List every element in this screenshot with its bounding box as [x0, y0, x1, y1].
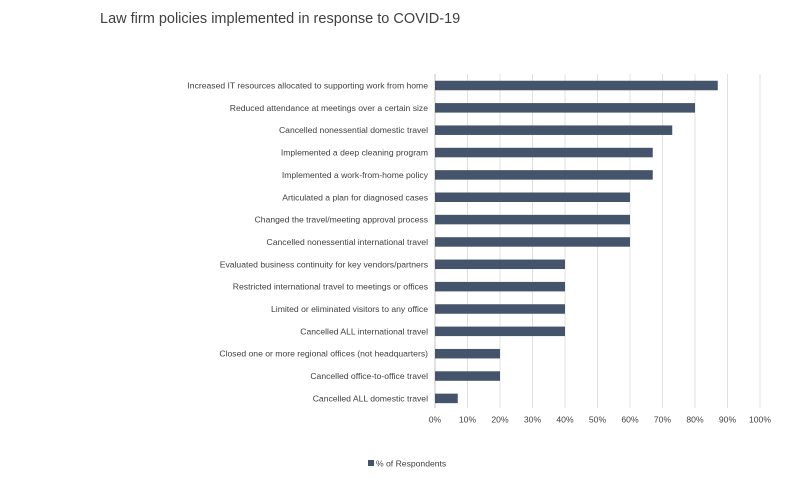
x-tick-label: 90% — [719, 415, 737, 425]
category-label: Cancelled office-to-office travel — [310, 371, 428, 381]
category-label: Cancelled ALL international travel — [300, 326, 428, 336]
bar — [435, 326, 565, 337]
x-tick-label: 60% — [621, 415, 639, 425]
category-label: Restricted international travel to meeti… — [233, 282, 428, 292]
bar — [435, 170, 653, 180]
x-tick-label: 30% — [524, 415, 542, 425]
x-tick-label: 50% — [589, 415, 607, 425]
bars — [435, 80, 718, 404]
x-tick-label: 20% — [491, 415, 509, 425]
legend-swatch — [368, 460, 374, 466]
bar — [435, 147, 653, 158]
bar — [435, 393, 458, 404]
legend: % of Respondents — [368, 459, 446, 469]
bar — [435, 259, 565, 270]
bar — [435, 125, 673, 135]
category-labels: Increased IT resources allocated to supp… — [187, 81, 428, 404]
category-label: Increased IT resources allocated to supp… — [187, 81, 428, 91]
x-tick-label: 10% — [459, 415, 477, 425]
category-label: Changed the travel/meeting approval proc… — [255, 215, 428, 225]
bar — [435, 304, 565, 314]
tick-labels: 0% 10% 20% 30% 40% 50% 60% 70% 80% 90% 100% — [429, 415, 772, 425]
category-label: Cancelled nonessential international tra… — [267, 237, 429, 247]
bar — [435, 348, 500, 359]
category-label: Cancelled ALL domestic travel — [313, 393, 428, 403]
x-tick-label: 0% — [429, 415, 442, 425]
x-tick-label: 40% — [556, 415, 574, 425]
category-label: Implemented a work-from-home policy — [282, 170, 429, 180]
legend-label: % of Respondents — [376, 459, 446, 469]
bar — [435, 237, 630, 247]
category-label: Articulated a plan for diagnosed cases — [282, 192, 428, 202]
x-tick-label: 70% — [654, 415, 672, 425]
category-label: Closed one or more regional offices (not… — [219, 349, 428, 359]
bar — [435, 371, 500, 381]
x-tick-label: 100% — [749, 415, 771, 425]
x-tick-label: 80% — [686, 415, 704, 425]
category-label: Limited or eliminated visitors to any of… — [271, 304, 428, 314]
category-label: Cancelled nonessential domestic travel — [279, 125, 428, 135]
category-label: Reduced attendance at meetings over a ce… — [230, 103, 428, 113]
category-label: Evaluated business continuity for key ve… — [220, 259, 428, 269]
bar — [435, 103, 695, 113]
category-label: Implemented a deep cleaning program — [281, 148, 428, 158]
bar — [435, 80, 718, 91]
bar — [435, 281, 565, 292]
chart-title: Law firm policies implemented in respons… — [100, 11, 461, 27]
bar — [435, 192, 630, 202]
bar — [435, 214, 630, 225]
